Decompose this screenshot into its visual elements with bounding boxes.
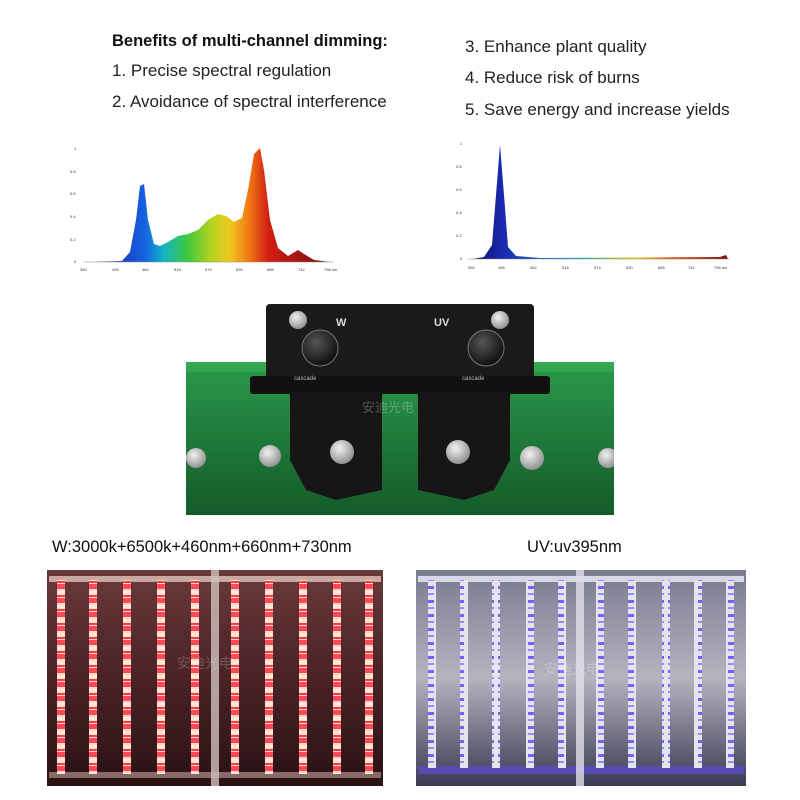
benefits-heading: Benefits of multi-channel dimming: bbox=[112, 32, 388, 50]
uv-x-tick: 350 bbox=[468, 265, 475, 270]
uv-x-tick: 686 bbox=[658, 265, 665, 270]
controller-brand-left: cascade bbox=[294, 376, 317, 382]
benefit-item-1: 1. Precise spectral regulation bbox=[112, 61, 332, 80]
controller-brand-right: cascade bbox=[462, 376, 485, 382]
uv-y-tick-08: 0.8 bbox=[456, 164, 462, 169]
w-x-tick: 686 bbox=[267, 267, 274, 272]
uv-y-tick-02: 0.2 bbox=[456, 233, 462, 238]
w-x-tick: 742 bbox=[298, 267, 305, 272]
w-y-tick-0: 0 bbox=[74, 259, 77, 264]
benefit-item-2: 2. Avoidance of spectral interference bbox=[112, 92, 387, 111]
uv-x-tick: 574 bbox=[594, 265, 601, 270]
uv-x-tick: 406 bbox=[498, 265, 505, 270]
uv-x-tick: 742 bbox=[688, 265, 695, 270]
w-y-tick-02: 0.2 bbox=[70, 237, 76, 242]
w-x-tick: 798 nm bbox=[324, 267, 338, 272]
controller-uv-label: UV bbox=[434, 317, 450, 329]
w-x-tick: 630 bbox=[236, 267, 243, 272]
uv-y-tick-0: 0 bbox=[460, 256, 463, 261]
uv-spectrum-chart: 1 0.8 0.6 0.4 0.2 0 350 406 462 518 574 … bbox=[450, 135, 740, 275]
uv-channel-caption: UV:uv395nm bbox=[527, 538, 622, 556]
w-photo-watermark: 安迪光电 bbox=[177, 656, 233, 672]
w-x-tick: 406 bbox=[112, 267, 119, 272]
w-x-tick: 462 bbox=[142, 267, 149, 272]
controller-photo: W UV cascade cascade 安迪光电 bbox=[186, 300, 614, 515]
controller-watermark: 安迪光电 bbox=[362, 401, 414, 416]
w-x-tick: 350 bbox=[80, 267, 87, 272]
w-channel-caption: W:3000k+6500k+460nm+660nm+730nm bbox=[52, 538, 352, 556]
uv-x-tick: 630 bbox=[626, 265, 633, 270]
w-channel-photo: 安迪光电 bbox=[47, 570, 383, 786]
benefit-item-5: 5. Save energy and increase yields bbox=[465, 100, 730, 119]
controller-w-label: W bbox=[336, 317, 347, 329]
w-y-tick-04: 0.4 bbox=[70, 214, 76, 219]
w-x-tick: 518 bbox=[174, 267, 181, 272]
uv-x-tick: 462 bbox=[530, 265, 537, 270]
w-y-tick-1: 1 bbox=[74, 146, 77, 151]
uv-y-tick-06: 0.6 bbox=[456, 187, 462, 192]
uv-channel-photo: 安迪光电 bbox=[416, 570, 746, 786]
benefit-item-3: 3. Enhance plant quality bbox=[465, 37, 647, 56]
benefit-item-4: 4. Reduce risk of burns bbox=[465, 68, 640, 87]
uv-y-tick-04: 0.4 bbox=[456, 210, 462, 215]
uv-x-tick: 798 nm bbox=[714, 265, 728, 270]
uv-y-tick-1: 1 bbox=[460, 141, 463, 146]
uv-photo-watermark: 安迪光电 bbox=[544, 662, 600, 678]
w-spectrum-chart: 1 0.8 0.6 0.4 0.2 0 350 406 462 518 574 … bbox=[62, 140, 352, 275]
uv-x-tick: 518 bbox=[562, 265, 569, 270]
w-y-tick-06: 0.6 bbox=[70, 191, 76, 196]
w-y-tick-08: 0.8 bbox=[70, 169, 76, 174]
w-x-tick: 574 bbox=[205, 267, 212, 272]
